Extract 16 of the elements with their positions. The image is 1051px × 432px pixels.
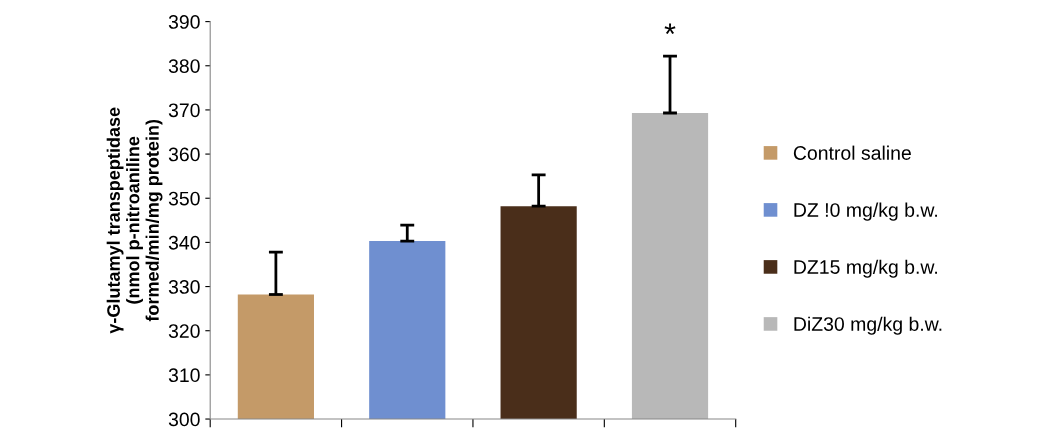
legend-label: DiZ30 mg/kg b.w. [794, 316, 942, 335]
y-tick-label: 380 [168, 59, 200, 73]
legend-label: DZ !0 mg/kg b.w. [794, 202, 937, 221]
y-axis-title: γ-Glutamyl transpeptidase (nmol p-nitroaniline formed/min/mg protein) [106, 107, 163, 334]
y-tick-label: 330 [168, 280, 200, 294]
y-tick-label: 350 [168, 191, 200, 206]
y-tick-label: 390 [168, 15, 200, 29]
y-tick-label: 320 [168, 324, 200, 338]
annotation: * [664, 23, 676, 35]
y-tick-label: 360 [168, 147, 200, 162]
legend-label: Control saline [793, 145, 911, 160]
legend-label: DZ15 mg/kg b.w. [794, 259, 937, 278]
y-tick-label: 310 [168, 368, 200, 383]
y-tick-label: 340 [168, 235, 200, 250]
y-tick-label: 370 [168, 103, 200, 118]
y-tick-label: 300 [168, 412, 200, 427]
